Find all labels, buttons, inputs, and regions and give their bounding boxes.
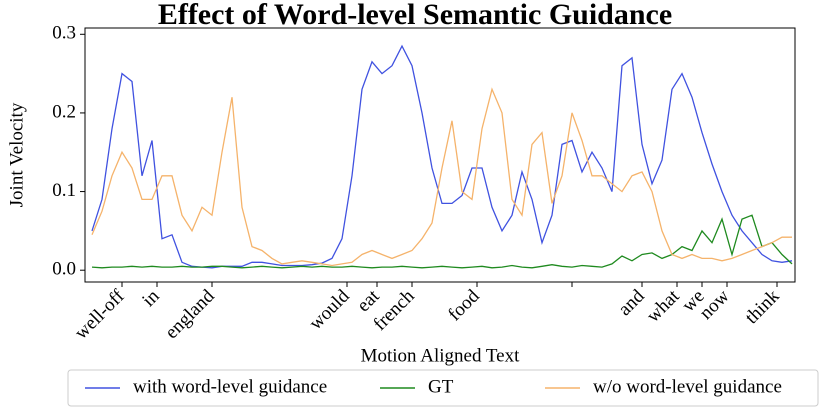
x-tick-label: and: [614, 285, 649, 320]
x-tick-label: in: [138, 285, 164, 311]
x-tick-label: england: [161, 285, 219, 343]
y-tick-label: 0.2: [52, 101, 76, 122]
legend-label: w/o word-level guidance: [593, 376, 782, 397]
y-axis-label: Joint Velocity: [6, 102, 27, 207]
chart-title: Effect of Word-level Semantic Guidance: [158, 0, 672, 31]
x-tick-label: what: [643, 285, 684, 326]
legend-label: GT: [428, 376, 454, 397]
series-line: [91, 87, 792, 267]
y-tick-label: 0.1: [52, 180, 76, 201]
x-tick-label: think: [741, 285, 784, 328]
x-tick-label: would: [305, 285, 354, 334]
x-axis-label: Motion Aligned Text: [361, 345, 520, 366]
x-tick-label: french: [369, 285, 419, 335]
plot-frame: [84, 27, 796, 283]
series-line: [91, 214, 793, 269]
y-tick-label: 0.3: [52, 23, 76, 44]
x-tick-label: now: [696, 286, 734, 324]
x-tick-label: well-off: [71, 285, 129, 343]
y-tick-label: 0.0: [52, 259, 76, 280]
legend-label: with word-level guidance: [133, 376, 327, 397]
series-line: [91, 44, 793, 269]
legend-box: [67, 369, 819, 407]
x-tick-label: food: [444, 285, 484, 325]
